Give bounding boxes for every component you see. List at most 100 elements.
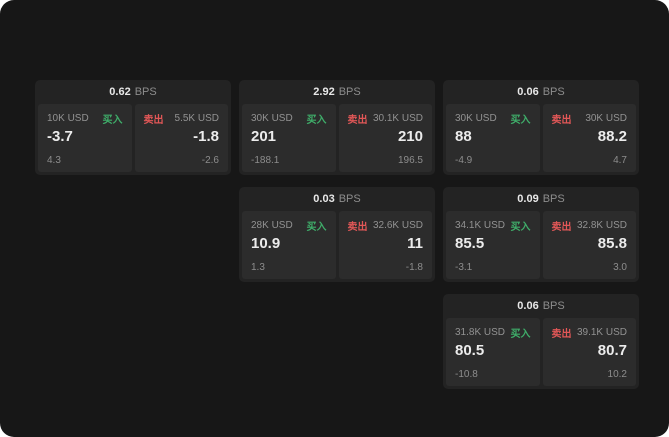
buy-size: 10K USD	[47, 113, 89, 124]
quote-panels: 31.8K USD 买入 80.5 -10.8 卖出 39.1K USD 80.…	[443, 318, 639, 389]
bps-label: BPS	[134, 86, 157, 98]
bps-label: BPS	[542, 193, 565, 205]
bps-value: 0.06	[517, 86, 539, 98]
buy-price: -3.7	[47, 128, 73, 145]
buy-panel-top: 31.8K USD 买入	[455, 325, 531, 340]
sell-label: 卖出	[347, 115, 368, 126]
card-header: 0.06 BPS	[443, 80, 639, 104]
buy-panel-top: 28K USD 买入	[251, 218, 327, 233]
buy-price: 85.5	[455, 235, 485, 252]
buy-price: 88	[455, 128, 472, 145]
sell-price: 11	[407, 235, 423, 252]
bps-label: BPS	[542, 300, 565, 312]
buy-size: 31.8K USD	[455, 327, 506, 338]
buy-panel[interactable]: 10K USD 买入 -3.7 4.3	[38, 104, 132, 172]
sell-delta: 4.7	[613, 155, 627, 166]
sell-size: 30.1K USD	[372, 113, 423, 124]
sell-size: 32.6K USD	[372, 220, 423, 231]
sell-label: 卖出	[143, 115, 164, 126]
sell-panel[interactable]: 卖出 30K USD 88.2 4.7	[542, 104, 636, 172]
quote-card: 0.03 BPS 28K USD 买入 10.9 1.3 卖出 32.6K US…	[239, 187, 435, 282]
sell-panel-top: 卖出 30K USD	[552, 111, 628, 126]
bps-label: BPS	[338, 86, 361, 98]
card-header: 0.03 BPS	[239, 187, 435, 211]
sell-panel[interactable]: 卖出 39.1K USD 80.7 10.2	[542, 318, 636, 386]
quote-card: 0.06 BPS 31.8K USD 买入 80.5 -10.8 卖出 39.1…	[443, 294, 639, 389]
buy-panel[interactable]: 30K USD 买入 88 -4.9	[446, 104, 540, 172]
card-header: 0.06 BPS	[443, 294, 639, 318]
buy-size: 30K USD	[455, 113, 497, 124]
buy-panel-top: 10K USD 买入	[47, 111, 123, 126]
sell-panel[interactable]: 卖出 5.5K USD -1.8 -2.6	[134, 104, 228, 172]
sell-panel-top: 卖出 32.6K USD	[348, 218, 424, 233]
buy-panel[interactable]: 31.8K USD 买入 80.5 -10.8	[446, 318, 540, 386]
quote-card: 2.92 BPS 30K USD 买入 201 -188.1 卖出 30.1K …	[239, 80, 435, 175]
buy-price: 10.9	[251, 235, 281, 252]
sell-size: 30K USD	[585, 113, 627, 124]
buy-label: 买入	[306, 115, 327, 126]
buy-delta: 4.3	[47, 155, 61, 166]
sell-label: 卖出	[551, 329, 572, 340]
sell-label: 卖出	[551, 222, 572, 233]
card-header: 0.62 BPS	[35, 80, 231, 104]
bps-value: 0.06	[517, 300, 539, 312]
sell-panel[interactable]: 卖出 32.6K USD 11 -1.8	[338, 211, 432, 279]
quote-panels: 34.1K USD 买入 85.5 -3.1 卖出 32.8K USD 85.8…	[443, 211, 639, 282]
quote-panels: 30K USD 买入 201 -188.1 卖出 30.1K USD 210 1…	[239, 104, 435, 175]
quote-card: 0.62 BPS 10K USD 买入 -3.7 4.3 卖出 5.5K USD…	[35, 80, 231, 175]
buy-delta: -3.1	[455, 262, 473, 273]
bps-value: 0.62	[109, 86, 131, 98]
buy-label: 买入	[510, 329, 531, 340]
sell-delta: 196.5	[397, 155, 423, 166]
sell-delta: -2.6	[201, 155, 219, 166]
sell-label: 卖出	[551, 115, 572, 126]
quote-grid: 0.62 BPS 10K USD 买入 -3.7 4.3 卖出 5.5K USD…	[35, 80, 639, 389]
sell-panel-top: 卖出 39.1K USD	[552, 325, 628, 340]
buy-panel-top: 30K USD 买入	[251, 111, 327, 126]
sell-price: 85.8	[597, 235, 627, 252]
card-header: 2.92 BPS	[239, 80, 435, 104]
sell-size: 5.5K USD	[174, 113, 219, 124]
buy-delta: -4.9	[455, 155, 473, 166]
sell-panel-top: 卖出 30.1K USD	[348, 111, 424, 126]
sell-delta: -1.8	[405, 262, 423, 273]
sell-size: 32.8K USD	[576, 220, 627, 231]
quote-panels: 10K USD 买入 -3.7 4.3 卖出 5.5K USD -1.8 -2.…	[35, 104, 231, 175]
buy-panel-top: 34.1K USD 买入	[455, 218, 531, 233]
quote-panels: 30K USD 买入 88 -4.9 卖出 30K USD 88.2 4.7	[443, 104, 639, 175]
buy-panel-top: 30K USD 买入	[455, 111, 531, 126]
sell-delta: 3.0	[613, 262, 627, 273]
buy-price: 201	[251, 128, 277, 145]
buy-size: 30K USD	[251, 113, 293, 124]
quote-card: 0.06 BPS 30K USD 买入 88 -4.9 卖出 30K USD 8…	[443, 80, 639, 175]
quote-card: 0.09 BPS 34.1K USD 买入 85.5 -3.1 卖出 32.8K…	[443, 187, 639, 282]
sell-panel-top: 卖出 5.5K USD	[144, 111, 220, 126]
buy-panel[interactable]: 30K USD 买入 201 -188.1	[242, 104, 336, 172]
bps-value: 2.92	[313, 86, 335, 98]
sell-panel-top: 卖出 32.8K USD	[552, 218, 628, 233]
buy-panel[interactable]: 34.1K USD 买入 85.5 -3.1	[446, 211, 540, 279]
buy-panel[interactable]: 28K USD 买入 10.9 1.3	[242, 211, 336, 279]
buy-size: 34.1K USD	[455, 220, 506, 231]
bps-value: 0.03	[313, 193, 335, 205]
buy-delta: -188.1	[251, 155, 280, 166]
buy-label: 买入	[510, 115, 531, 126]
sell-delta: 10.2	[607, 369, 627, 380]
sell-panel[interactable]: 卖出 32.8K USD 85.8 3.0	[542, 211, 636, 279]
bps-label: BPS	[338, 193, 361, 205]
buy-delta: -10.8	[455, 369, 478, 380]
card-header: 0.09 BPS	[443, 187, 639, 211]
buy-label: 买入	[510, 222, 531, 233]
sell-panel[interactable]: 卖出 30.1K USD 210 196.5	[338, 104, 432, 172]
buy-label: 买入	[102, 115, 123, 126]
bps-value: 0.09	[517, 193, 539, 205]
buy-delta: 1.3	[251, 262, 265, 273]
sell-size: 39.1K USD	[576, 327, 627, 338]
buy-size: 28K USD	[251, 220, 293, 231]
buy-price: 80.5	[455, 342, 485, 359]
sell-price: -1.8	[193, 128, 219, 145]
buy-label: 买入	[306, 222, 327, 233]
sell-price: 80.7	[597, 342, 627, 359]
quote-panels: 28K USD 买入 10.9 1.3 卖出 32.6K USD 11 -1.8	[239, 211, 435, 282]
sell-price: 88.2	[597, 128, 627, 145]
